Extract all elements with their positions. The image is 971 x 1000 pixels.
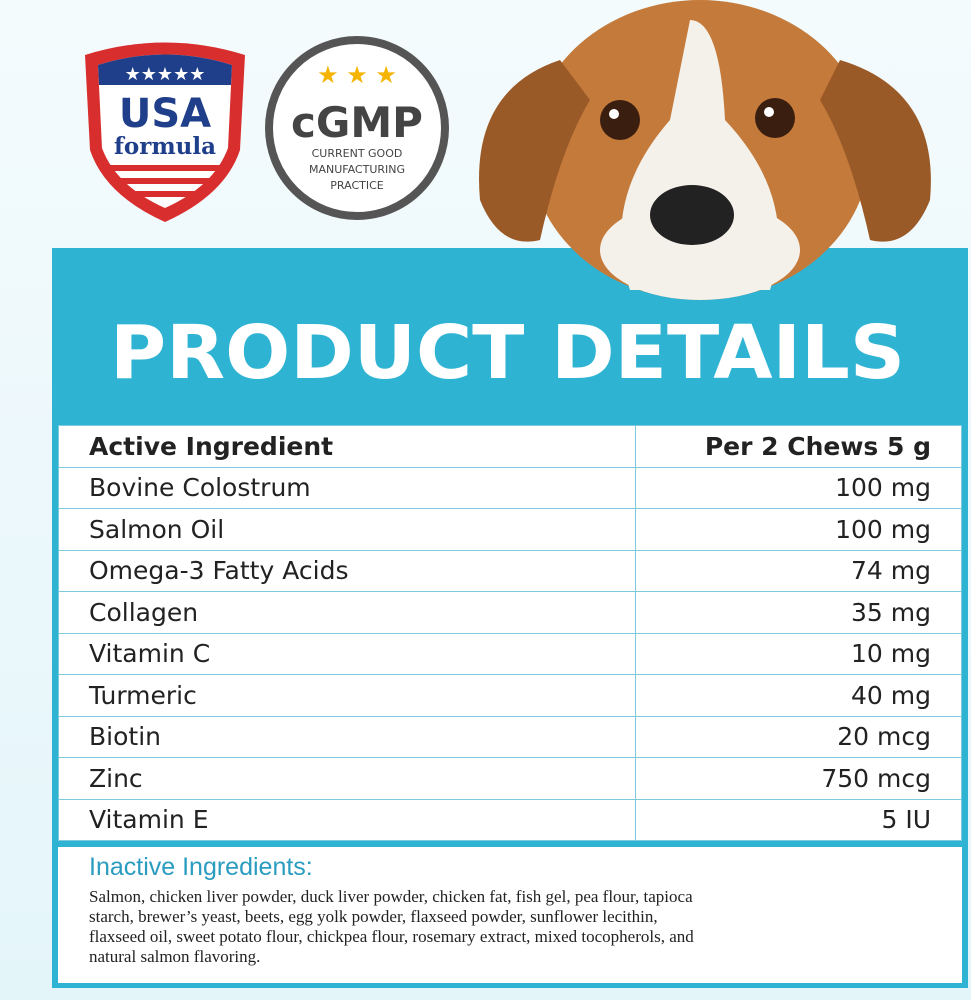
amount-cell: 100 mg bbox=[635, 508, 962, 551]
amount-cell: 750 mcg bbox=[635, 757, 962, 800]
amount-cell: 100 mg bbox=[635, 466, 962, 509]
table-row: Zinc 750 mcg bbox=[58, 757, 962, 800]
amount-cell: 74 mg bbox=[635, 549, 962, 592]
usa-text: USA bbox=[119, 91, 211, 137]
usa-sub: formula bbox=[114, 133, 216, 160]
name-cell: Vitamin C bbox=[58, 632, 636, 675]
svg-text:★★★★★: ★★★★★ bbox=[125, 64, 206, 85]
amount-cell: 5 IU bbox=[635, 798, 962, 841]
table-row: Biotin 20 mcg bbox=[58, 715, 962, 758]
inactive-line: starch, brewer’s yeast, beets, egg yolk … bbox=[89, 907, 658, 926]
cgmp-badge: ★ ★ ★ cGMP CURRENT GOOD MANUFACTURING PR… bbox=[265, 36, 449, 220]
table-row: Vitamin C 10 mg bbox=[58, 632, 962, 675]
amount-cell: 10 mg bbox=[635, 632, 962, 675]
cgmp-title: cGMP bbox=[291, 98, 423, 147]
title: PRODUCT DETAILS bbox=[110, 310, 905, 396]
name-cell: Biotin bbox=[58, 715, 636, 758]
name-cell: Salmon Oil bbox=[58, 508, 636, 551]
amount-cell: 35 mg bbox=[635, 591, 962, 634]
table-row: Salmon Oil 100 mg bbox=[58, 508, 962, 551]
amount-cell: 20 mcg bbox=[635, 715, 962, 758]
ingredient-table: Active Ingredient Per 2 Chews 5 g Bovine C… bbox=[58, 425, 962, 841]
svg-text:★ ★ ★: ★ ★ ★ bbox=[317, 61, 397, 89]
amount-cell: 40 mg bbox=[635, 674, 962, 717]
dog-and-title: PRODUCT DETAILS bbox=[110, 0, 931, 396]
usa-badge: ★★★★★ USA formula bbox=[85, 42, 245, 222]
cgmp-line: MANUFACTURING bbox=[309, 163, 405, 176]
name-cell: Vitamin E bbox=[58, 798, 636, 841]
table-row: Active Ingredient Per 2 Chews 5 g bbox=[58, 425, 962, 468]
cgmp-line: PRACTICE bbox=[330, 179, 383, 192]
name-cell: Turmeric bbox=[58, 674, 636, 717]
table-row: Collagen 35 mg bbox=[58, 591, 962, 634]
inactive-line: flaxseed oil, sweet potato flour, chickp… bbox=[89, 927, 694, 946]
cgmp-line: CURRENT GOOD bbox=[312, 147, 403, 160]
inactive-text: Salmon, chicken liver powder, duck liver… bbox=[89, 887, 694, 967]
inactive-line: natural salmon flavoring. bbox=[89, 947, 261, 966]
inactive-line: Salmon, chicken liver powder, duck liver… bbox=[89, 887, 693, 906]
inactive-box: Inactive Ingredients: Salmon, chicken li… bbox=[58, 847, 962, 983]
table-row: Omega-3 Fatty Acids 74 mg bbox=[58, 549, 962, 592]
name-cell: Omega-3 Fatty Acids bbox=[58, 549, 636, 592]
name-cell: Bovine Colostrum bbox=[58, 466, 636, 509]
table-row: Turmeric 40 mg bbox=[58, 674, 962, 717]
inactive-title: Inactive Ingredients: bbox=[89, 853, 313, 881]
name-cell: Zinc bbox=[58, 757, 636, 800]
name-cell: Active Ingredient bbox=[58, 425, 636, 468]
dog bbox=[479, 0, 931, 300]
name-cell: Collagen bbox=[58, 591, 636, 634]
header-art: ★★★★★ USA formula ★ ★ ★ cGMP CURRENT GOO… bbox=[85, 36, 449, 222]
table-row: Bovine Colostrum 100 mg bbox=[58, 466, 962, 509]
amount-cell: Per 2 Chews 5 g bbox=[635, 425, 962, 468]
